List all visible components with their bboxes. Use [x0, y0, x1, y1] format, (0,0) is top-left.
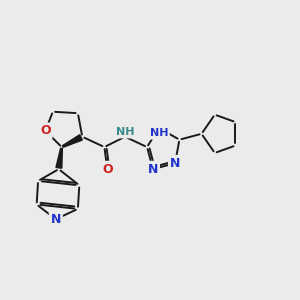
Text: N: N: [51, 213, 61, 226]
Text: O: O: [40, 124, 51, 137]
Text: N: N: [170, 157, 180, 170]
Text: N: N: [170, 157, 180, 170]
Text: NH: NH: [150, 128, 168, 138]
Text: NH: NH: [116, 127, 134, 137]
Text: NH: NH: [150, 128, 168, 138]
Text: N: N: [148, 163, 158, 176]
Text: O: O: [102, 163, 112, 176]
Text: O: O: [102, 163, 112, 176]
Text: NH: NH: [116, 127, 134, 137]
Polygon shape: [56, 148, 62, 168]
Text: O: O: [40, 124, 51, 137]
Text: N: N: [148, 163, 158, 176]
Polygon shape: [62, 135, 82, 147]
Text: N: N: [51, 213, 61, 226]
